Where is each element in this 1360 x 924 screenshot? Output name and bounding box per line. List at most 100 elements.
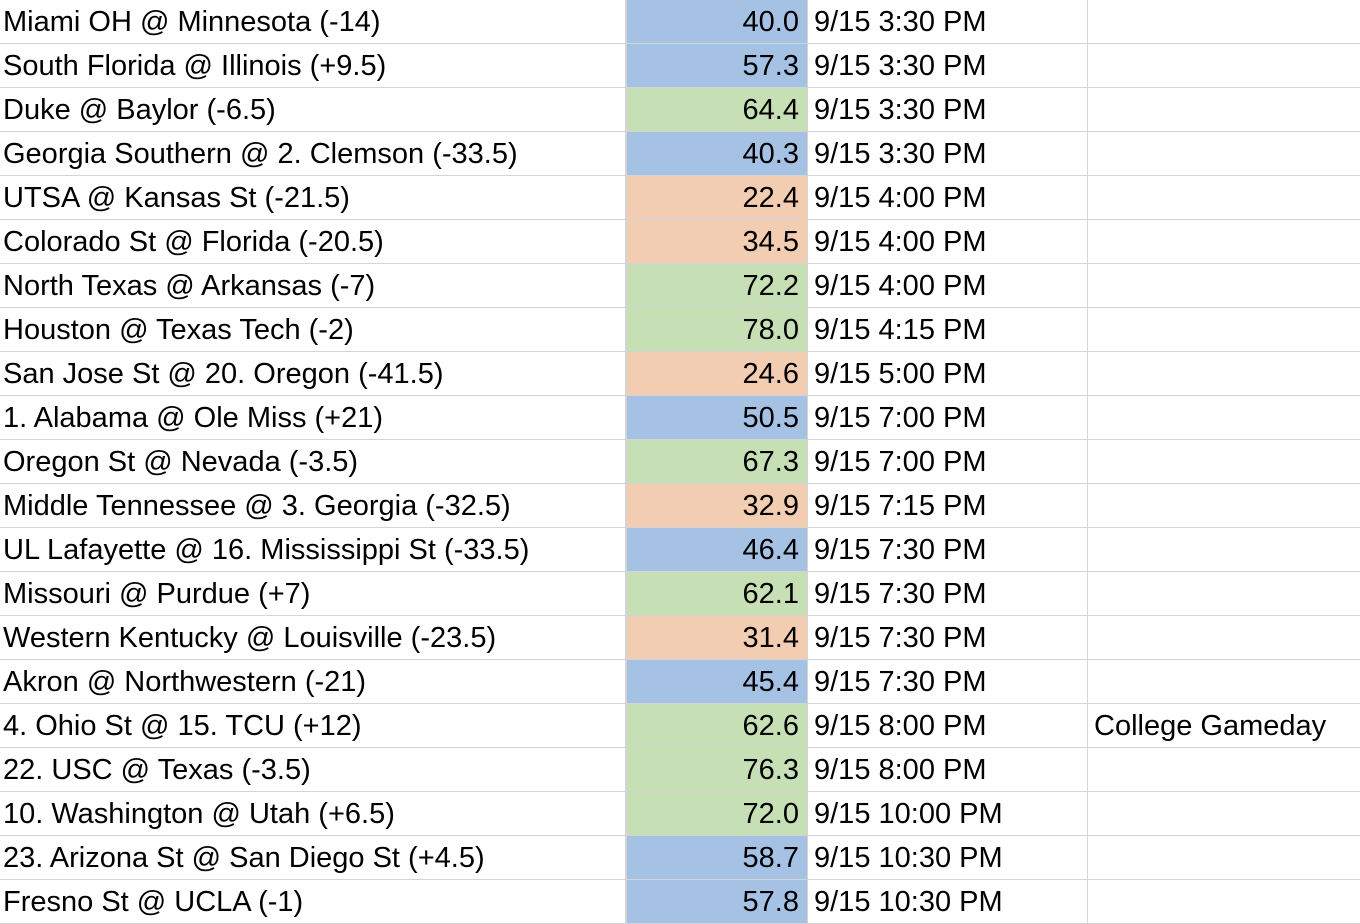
kickoff-time-cell[interactable]: 9/15 7:00 PM <box>808 440 1088 484</box>
score-cell[interactable]: 76.3 <box>626 748 808 792</box>
kickoff-time-cell[interactable]: 9/15 3:30 PM <box>808 0 1088 44</box>
game-cell[interactable]: Oregon St @ Nevada (-3.5) <box>0 440 626 484</box>
game-cell[interactable]: UL Lafayette @ 16. Mississippi St (-33.5… <box>0 528 626 572</box>
score-cell[interactable]: 46.4 <box>626 528 808 572</box>
kickoff-time-cell[interactable]: 9/15 7:00 PM <box>808 396 1088 440</box>
kickoff-time-cell[interactable]: 9/15 4:15 PM <box>808 308 1088 352</box>
game-cell[interactable]: Akron @ Northwestern (-21) <box>0 660 626 704</box>
score-cell[interactable]: 62.1 <box>626 572 808 616</box>
score-cell[interactable]: 62.6 <box>626 704 808 748</box>
kickoff-time-cell[interactable]: 9/15 10:00 PM <box>808 792 1088 836</box>
note-cell[interactable] <box>1088 132 1360 176</box>
note-cell[interactable] <box>1088 836 1360 880</box>
game-cell[interactable]: UTSA @ Kansas St (-21.5) <box>0 176 626 220</box>
kickoff-time-cell[interactable]: 9/15 7:30 PM <box>808 572 1088 616</box>
table-row: South Florida @ Illinois (+9.5) 57.3 9/15 … <box>0 44 1360 88</box>
score-cell[interactable]: 40.3 <box>626 132 808 176</box>
table-row: San Jose St @ 20. Oregon (-41.5) 24.6 9/15… <box>0 352 1360 396</box>
game-cell[interactable]: 4. Ohio St @ 15. TCU (+12) <box>0 704 626 748</box>
game-cell[interactable]: Western Kentucky @ Louisville (-23.5) <box>0 616 626 660</box>
table-row: Duke @ Baylor (-6.5) 64.4 9/15 3:30 PM <box>0 88 1360 132</box>
note-cell[interactable] <box>1088 220 1360 264</box>
kickoff-time-cell[interactable]: 9/15 7:30 PM <box>808 616 1088 660</box>
game-cell[interactable]: Middle Tennessee @ 3. Georgia (-32.5) <box>0 484 626 528</box>
score-cell[interactable]: 67.3 <box>626 440 808 484</box>
table-row: Missouri @ Purdue (+7) 62.1 9/15 7:30 PM <box>0 572 1360 616</box>
note-cell[interactable] <box>1088 528 1360 572</box>
table-row: 23. Arizona St @ San Diego St (+4.5) 58.7… <box>0 836 1360 880</box>
note-cell[interactable] <box>1088 0 1360 44</box>
score-cell[interactable]: 45.4 <box>626 660 808 704</box>
note-cell[interactable] <box>1088 572 1360 616</box>
kickoff-time-cell[interactable]: 9/15 4:00 PM <box>808 220 1088 264</box>
score-cell[interactable]: 24.6 <box>626 352 808 396</box>
kickoff-time-cell[interactable]: 9/15 5:00 PM <box>808 352 1088 396</box>
kickoff-time-cell[interactable]: 9/15 7:30 PM <box>808 660 1088 704</box>
table-row: Oregon St @ Nevada (-3.5) 67.3 9/15 7:00 P… <box>0 440 1360 484</box>
game-cell[interactable]: South Florida @ Illinois (+9.5) <box>0 44 626 88</box>
score-cell[interactable]: 72.0 <box>626 792 808 836</box>
note-cell[interactable] <box>1088 44 1360 88</box>
score-cell[interactable]: 22.4 <box>626 176 808 220</box>
kickoff-time-cell[interactable]: 9/15 3:30 PM <box>808 44 1088 88</box>
game-cell[interactable]: 10. Washington @ Utah (+6.5) <box>0 792 626 836</box>
kickoff-time-cell[interactable]: 9/15 8:00 PM <box>808 704 1088 748</box>
kickoff-time-cell[interactable]: 9/15 10:30 PM <box>808 880 1088 924</box>
note-cell[interactable] <box>1088 308 1360 352</box>
game-cell[interactable]: Colorado St @ Florida (-20.5) <box>0 220 626 264</box>
table-row: Houston @ Texas Tech (-2) 78.0 9/15 4:15 P… <box>0 308 1360 352</box>
note-cell[interactable]: College Gameday <box>1088 704 1360 748</box>
table-row: UTSA @ Kansas St (-21.5) 22.4 9/15 4:00 PM <box>0 176 1360 220</box>
game-cell[interactable]: Duke @ Baylor (-6.5) <box>0 88 626 132</box>
note-cell[interactable] <box>1088 880 1360 924</box>
table-row: 1. Alabama @ Ole Miss (+21) 50.5 9/15 7:00… <box>0 396 1360 440</box>
score-cell[interactable]: 64.4 <box>626 88 808 132</box>
note-cell[interactable] <box>1088 748 1360 792</box>
note-cell[interactable] <box>1088 792 1360 836</box>
table-row: Akron @ Northwestern (-21) 45.4 9/15 7:30 … <box>0 660 1360 704</box>
note-cell[interactable] <box>1088 660 1360 704</box>
game-cell[interactable]: Miami OH @ Minnesota (-14) <box>0 0 626 44</box>
game-cell[interactable]: 23. Arizona St @ San Diego St (+4.5) <box>0 836 626 880</box>
score-cell[interactable]: 40.0 <box>626 0 808 44</box>
note-cell[interactable] <box>1088 396 1360 440</box>
score-cell[interactable]: 31.4 <box>626 616 808 660</box>
game-cell[interactable]: 1. Alabama @ Ole Miss (+21) <box>0 396 626 440</box>
note-cell[interactable] <box>1088 616 1360 660</box>
game-cell[interactable]: Houston @ Texas Tech (-2) <box>0 308 626 352</box>
table-row: 4. Ohio St @ 15. TCU (+12) 62.6 9/15 8:00 … <box>0 704 1360 748</box>
note-cell[interactable] <box>1088 264 1360 308</box>
note-cell[interactable] <box>1088 176 1360 220</box>
note-cell[interactable] <box>1088 88 1360 132</box>
kickoff-time-cell[interactable]: 9/15 7:15 PM <box>808 484 1088 528</box>
table-row: UL Lafayette @ 16. Mississippi St (-33.5… <box>0 528 1360 572</box>
game-cell[interactable]: Georgia Southern @ 2. Clemson (-33.5) <box>0 132 626 176</box>
kickoff-time-cell[interactable]: 9/15 7:30 PM <box>808 528 1088 572</box>
score-cell[interactable]: 34.5 <box>626 220 808 264</box>
kickoff-time-cell[interactable]: 9/15 8:00 PM <box>808 748 1088 792</box>
kickoff-time-cell[interactable]: 9/15 4:00 PM <box>808 176 1088 220</box>
game-cell[interactable]: North Texas @ Arkansas (-7) <box>0 264 626 308</box>
score-cell[interactable]: 50.5 <box>626 396 808 440</box>
note-cell[interactable] <box>1088 352 1360 396</box>
score-cell[interactable]: 72.2 <box>626 264 808 308</box>
table-row: Western Kentucky @ Louisville (-23.5) 31.… <box>0 616 1360 660</box>
game-cell[interactable]: Missouri @ Purdue (+7) <box>0 572 626 616</box>
game-cell[interactable]: San Jose St @ 20. Oregon (-41.5) <box>0 352 626 396</box>
table-row: Georgia Southern @ 2. Clemson (-33.5) 40.… <box>0 132 1360 176</box>
kickoff-time-cell[interactable]: 9/15 3:30 PM <box>808 88 1088 132</box>
game-cell[interactable]: Fresno St @ UCLA (-1) <box>0 880 626 924</box>
score-cell[interactable]: 32.9 <box>626 484 808 528</box>
score-cell[interactable]: 57.3 <box>626 44 808 88</box>
table-row: Miami OH @ Minnesota (-14) 40.0 9/15 3:30 … <box>0 0 1360 44</box>
score-cell[interactable]: 78.0 <box>626 308 808 352</box>
note-cell[interactable] <box>1088 440 1360 484</box>
score-cell[interactable]: 57.8 <box>626 880 808 924</box>
kickoff-time-cell[interactable]: 9/15 3:30 PM <box>808 132 1088 176</box>
score-cell[interactable]: 58.7 <box>626 836 808 880</box>
kickoff-time-cell[interactable]: 9/15 10:30 PM <box>808 836 1088 880</box>
game-cell[interactable]: 22. USC @ Texas (-3.5) <box>0 748 626 792</box>
note-cell[interactable] <box>1088 484 1360 528</box>
kickoff-time-cell[interactable]: 9/15 4:00 PM <box>808 264 1088 308</box>
